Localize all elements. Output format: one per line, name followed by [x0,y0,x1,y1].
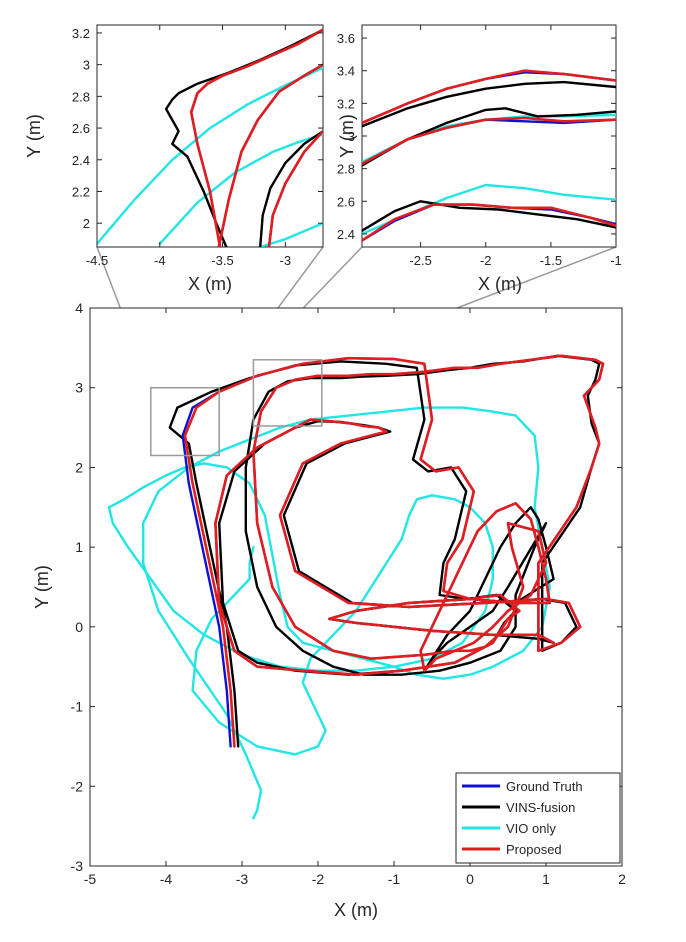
main-trajectory-plot: -5 -4 -3 -2 -1 0 1 2 -3 -2 -1 0 1 2 3 4 X (m) Y (m) Gro… [32,300,626,920]
main-x-tick-label: -3 [236,871,249,887]
legend-label-vio-only: VIO only [506,821,556,836]
main-x-tick-label: -5 [84,871,97,887]
zoom-right-x-axis-label: X (m) [478,274,522,294]
zoom-left-y-tick-label: 2.8 [72,89,90,104]
main-x-tick-label: 0 [466,871,474,887]
zoom-left-y-tick-label: 3 [83,58,90,73]
zoom-right-x-tick-label: -2.5 [409,253,431,268]
zoom-left-y-tick-label: 2.6 [72,121,90,136]
zoom-right-y-axis-label: Y (m) [337,114,357,158]
zoom-right-y-tick-label: 3 [348,129,355,144]
zoom-right-y-tick-label: 2.6 [337,194,355,209]
zoom-right-y-tick-label: 3.4 [337,64,355,79]
main-y-tick-label: 2 [75,459,83,475]
zoom-left-x-tick-label: -4 [154,253,166,268]
zoom-left-frame [96,24,324,248]
legend-label-proposed: Proposed [506,842,562,857]
zoom-right-series-proposed-seg-0 [362,69,616,125]
zoom-right-y-tick-label: 2.4 [337,227,355,242]
main-series-proposed [183,354,605,748]
zoom-left-y-axis-label: Y (m) [24,114,44,158]
main-y-tick-label: -1 [71,699,84,715]
zoom-left-series-vio-only-seg-0 [97,66,323,246]
main-y-tick-label: -3 [71,858,84,874]
main-x-tick-label: -1 [388,871,401,887]
zoom-left-x-tick-label: -3.5 [211,253,233,268]
main-y-tick-label: 3 [75,380,83,396]
zoom-right-y-tick-label: 3.2 [337,96,355,111]
zoom-right-x-tick-label: -1 [610,253,622,268]
zoom-right-series-proposed-seg-1 [362,116,616,166]
main-x-tick-label: 2 [618,871,626,887]
main-x-axis-label: X (m) [334,900,378,920]
legend: Ground Truth VINS-fusion VIO only Propos… [455,772,621,864]
zoom-left-y-tick-label: 2.4 [72,153,90,168]
zoom-right-series-proposed-seg-2 [362,203,616,242]
zoom-left-x-tick-label: -3 [280,253,292,268]
zoom-region-box-left [150,386,220,457]
zoom-inset-right: -2.5 -2 -1.5 -1 2.4 2.6 2.8 3 3.2 3.4 3.6 X (m) Y … [337,24,622,294]
zoom-right-x-tick-label: -2 [480,253,492,268]
main-y-tick-label: 1 [75,539,83,555]
zoom-inset-left: -4.5 -4 -3.5 -3 2 2.2 2.4 2.6 2.8 3 3.2 X (m) Y (m… [24,24,324,294]
zoom-left-y-tick-label: 2 [83,216,90,231]
zoom-right-series-vins-fusion-seg-0 [362,80,616,128]
main-x-tick-label: -2 [312,871,325,887]
zoom-left-x-axis-label: X (m) [188,274,232,294]
main-y-tick-label: 0 [75,619,83,635]
zoom-right-x-tick-label: -1.5 [540,253,562,268]
zoom-left-y-tick-label: 3.2 [72,26,90,41]
zoom-left-series-vins-fusion-seg-1 [259,129,323,247]
zoom-left-series-proposed-seg-2 [267,129,323,247]
zoom-region-box-right [252,359,323,427]
main-y-tick-label: -2 [71,778,84,794]
zoom-left-y-tick-label: 2.2 [72,185,90,200]
main-x-tick-label: 1 [542,871,550,887]
zoom-right-y-tick-label: 2.8 [337,162,355,177]
zoom-right-series-vins-fusion-seg-2 [362,200,616,232]
legend-label-vins-fusion: VINS-fusion [506,800,575,815]
zoom-left-series-proposed-seg-0 [189,28,323,247]
main-x-tick-label: -4 [160,871,173,887]
main-y-tick-label: 4 [75,300,83,316]
zoom-left-series-vio-only-seg-1 [158,133,323,246]
zoom-right-y-tick-label: 3.6 [337,31,355,46]
main-y-axis-label: Y (m) [32,565,52,609]
zoom-left-x-tick-label: -4.5 [86,253,108,268]
legend-label-ground-truth: Ground Truth [506,779,583,794]
zoom-left-series-proposed-seg-1 [217,63,323,247]
